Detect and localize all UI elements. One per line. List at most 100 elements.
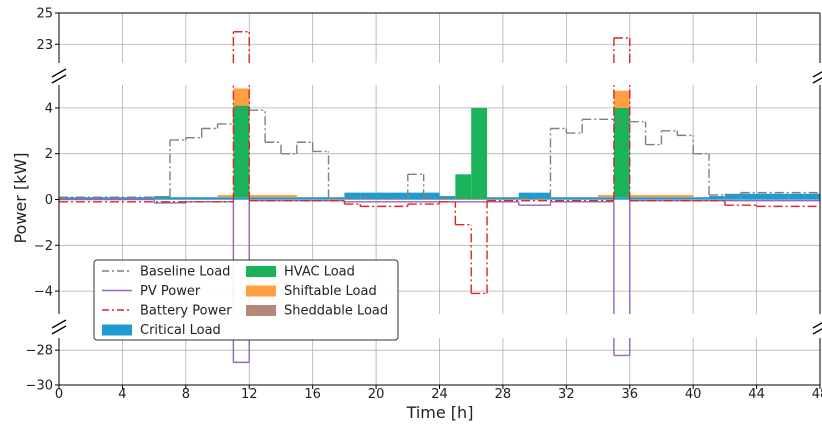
bar-critical	[534, 192, 551, 200]
axis-break-mark	[51, 319, 67, 329]
bar-critical	[376, 192, 392, 200]
bar-shiftable	[265, 194, 281, 198]
bar-critical	[740, 193, 757, 200]
legend-entry: Critical Load	[102, 323, 221, 338]
x-tick-label: 4	[118, 387, 126, 402]
legend-swatch	[102, 324, 132, 336]
legend-entry: Baseline Load	[102, 265, 230, 280]
bar-critical	[423, 192, 440, 200]
bar-shiftable	[613, 90, 630, 108]
bar-critical	[550, 197, 567, 200]
x-tick-label: 36	[621, 387, 638, 402]
bar-hvac	[455, 174, 472, 200]
bar-critical	[693, 197, 710, 200]
legend-entry: HVAC Load	[246, 265, 355, 280]
legend: Baseline Load PV Power Battery Power Critic…	[93, 259, 399, 341]
bar-critical	[724, 193, 741, 200]
bar-critical	[217, 197, 234, 200]
bar-critical	[185, 197, 202, 200]
x-tick-label: 48	[812, 387, 822, 402]
legend-entry: Shiftable Load	[246, 284, 377, 299]
bar-shiftable	[629, 194, 646, 198]
bar-shiftable	[249, 194, 266, 198]
stacked-bars	[59, 88, 820, 200]
x-tick-label: 8	[182, 387, 190, 402]
x-tick-label: 20	[368, 387, 385, 402]
legend-label: Baseline Load	[140, 265, 230, 280]
bar-hvac	[233, 105, 250, 198]
legend-entry: PV Power	[102, 284, 201, 299]
y-tick-label: −30	[26, 379, 53, 394]
x-tick-label: 12	[241, 387, 258, 402]
y-tick-label: 4	[45, 101, 53, 116]
y-tick-label: 2	[45, 147, 53, 162]
bar-shiftable	[661, 194, 678, 198]
legend-label: Battery Power	[140, 304, 232, 319]
bar-hvac	[613, 107, 630, 198]
x-tick-label: 16	[304, 387, 321, 402]
legend-swatch	[246, 285, 276, 297]
y-tick-label: 23	[36, 38, 53, 53]
bar-critical	[613, 197, 630, 200]
bar-critical	[629, 197, 646, 200]
bar-critical	[772, 193, 789, 200]
bar-critical	[677, 197, 694, 200]
legend-label: Critical Load	[140, 323, 221, 338]
axis-break-mark	[51, 325, 67, 335]
series-pv-power	[59, 198, 820, 364]
legend-label: HVAC Load	[284, 265, 355, 280]
bar-critical	[566, 197, 583, 200]
bar-shiftable	[217, 194, 234, 198]
x-tick-label: 28	[495, 387, 512, 402]
y-tick-label: 25	[36, 7, 53, 22]
x-tick-label: 40	[685, 387, 702, 402]
bar-shiftable	[677, 194, 694, 198]
bar-critical	[74, 197, 91, 200]
legend-label: PV Power	[140, 284, 201, 299]
bar-critical	[296, 197, 313, 200]
series-lines	[59, 31, 820, 364]
bar-critical	[756, 193, 773, 200]
bar-critical	[265, 197, 281, 200]
bar-critical	[59, 197, 75, 200]
axis-break-mark	[51, 68, 67, 78]
bar-critical	[391, 192, 408, 200]
legend-label: Sheddable Load	[284, 304, 388, 319]
bar-critical	[90, 197, 107, 200]
series-line-segment	[232, 338, 631, 364]
bar-shiftable	[645, 194, 662, 198]
bar-critical	[138, 197, 155, 200]
series-line-segment	[59, 85, 820, 295]
bar-critical	[518, 192, 535, 200]
series-line-segment	[59, 198, 820, 314]
bar-shiftable	[233, 88, 250, 106]
legend-label: Shiftable Load	[284, 284, 377, 299]
legend-swatch	[246, 305, 276, 316]
bar-critical	[645, 197, 662, 200]
bar-critical	[249, 197, 266, 200]
bar-critical	[280, 197, 297, 200]
bar-critical	[804, 193, 820, 200]
bar-critical	[360, 192, 377, 200]
x-axis-label: Time [h]	[406, 403, 474, 422]
bar-shiftable	[280, 194, 297, 198]
bar-critical	[709, 196, 725, 200]
series-baseline-load	[59, 107, 820, 200]
axis-break-mark	[812, 71, 822, 78]
legend-items: Baseline Load PV Power Battery Power Critic…	[102, 265, 388, 338]
legend-box	[93, 259, 399, 341]
axis-break-mark	[812, 328, 822, 335]
x-tick-label: 24	[431, 387, 448, 402]
y-tick-label: 0	[45, 193, 53, 208]
bar-critical	[201, 197, 218, 200]
bar-critical	[312, 197, 329, 200]
bar-critical	[788, 193, 805, 200]
x-tick-label: 0	[55, 387, 63, 402]
x-tick-label: 44	[748, 387, 765, 402]
axis-break-mark	[812, 322, 822, 329]
y-tick-label: −28	[26, 344, 53, 359]
bar-critical	[582, 197, 599, 200]
bar-critical	[661, 197, 678, 200]
